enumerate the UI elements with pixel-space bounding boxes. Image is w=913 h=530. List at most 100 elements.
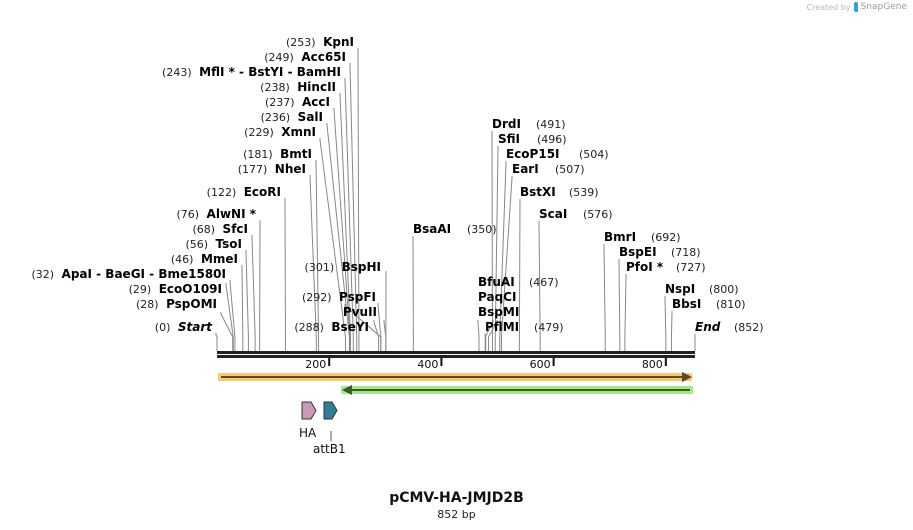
enzyme-label-left[interactable]: (249) Acc65I	[264, 50, 346, 64]
enzyme-label-mid[interactable]: PvuII	[343, 305, 377, 319]
leader-line	[538, 221, 541, 351]
enzyme-position: (852)	[734, 321, 764, 334]
enzyme-position: (350)	[467, 223, 497, 236]
enzyme-position: (576)	[583, 208, 613, 221]
leader-line	[618, 259, 621, 351]
sequence-backbone	[217, 351, 695, 358]
enzyme-position: (810)	[716, 298, 746, 311]
enzyme-label-right[interactable]: BfuAI	[478, 275, 515, 289]
snapgene-logo-icon	[853, 2, 858, 12]
enzyme-label-mid[interactable]: (292) PspFI	[302, 290, 376, 304]
enzyme-label-left[interactable]: (46) MmeI	[171, 252, 238, 266]
enzyme-label-right[interactable]: BbsI	[672, 297, 701, 311]
enzyme-position: (800)	[709, 283, 739, 296]
leader-line	[319, 138, 346, 351]
leader-line	[494, 146, 499, 351]
enzyme-label-right[interactable]: BspMI	[478, 305, 519, 319]
leader-line	[339, 93, 352, 351]
enzyme-label-right[interactable]: NspI	[665, 282, 695, 296]
enzyme-label-left[interactable]: (68) SfcI	[192, 222, 248, 236]
green-reverse-arrow[interactable]	[341, 385, 693, 395]
enzyme-labels: (253) KpnI(249) Acc65I(243) MflI * - Bst…	[31, 35, 763, 334]
backbone-top-strand	[217, 351, 695, 354]
leader-line	[664, 296, 667, 351]
leader-line	[484, 320, 494, 351]
leader-line	[499, 161, 507, 351]
leader-line	[383, 320, 387, 351]
leader-line	[333, 108, 351, 351]
enzyme-label-right[interactable]: EarI	[512, 162, 539, 176]
orange-forward-arrow[interactable]	[218, 372, 692, 382]
plasmid-title: pCMV-HA-JMJD2B	[389, 490, 524, 506]
credit-prefix: Created by	[806, 2, 851, 12]
leader-line	[225, 283, 234, 351]
enzyme-label-left[interactable]: (236) SalI	[261, 110, 323, 124]
enzyme-label-right[interactable]: End	[695, 320, 721, 334]
enzyme-position: (718)	[671, 246, 701, 259]
enzyme-label-mid[interactable]: (301) BspHI	[305, 260, 381, 274]
tick-label: 600	[530, 358, 551, 371]
enzyme-label-left[interactable]: (0) Start	[155, 320, 213, 334]
enzyme-label-right[interactable]: EcoP15I	[506, 147, 560, 161]
leader-line	[488, 320, 498, 351]
backbone-bottom-strand	[217, 355, 695, 358]
enzyme-position: (539)	[569, 186, 599, 199]
enzyme-label-right[interactable]: PflMI	[485, 320, 519, 334]
leader-line	[624, 274, 627, 351]
enzyme-label-right[interactable]: SfiI	[498, 132, 520, 146]
leader-line	[245, 250, 249, 351]
enzyme-label-right[interactable]: ScaI	[539, 207, 567, 221]
leader-line	[315, 160, 320, 351]
enzyme-label-left[interactable]: (229) XmnI	[244, 125, 316, 139]
leader-line	[326, 123, 350, 351]
feature-attb1[interactable]: attB1	[313, 401, 346, 456]
enzyme-label-left[interactable]: (237) AccI	[265, 95, 330, 109]
tick-label: 800	[642, 358, 663, 371]
ha-label: HA	[299, 426, 317, 440]
enzyme-label-left[interactable]: (28) PspOMI	[136, 297, 217, 311]
enzyme-label-right[interactable]: BstXI	[520, 185, 556, 199]
leader-line	[241, 265, 244, 351]
enzyme-label-right[interactable]: PfoI *	[626, 260, 664, 274]
ruler-ticks: 200 400 600 800	[305, 358, 667, 371]
leader-line	[357, 48, 360, 351]
enzyme-position: (504)	[579, 148, 609, 161]
leader-line	[603, 244, 606, 351]
enzyme-label-left[interactable]: (56) TsoI	[185, 237, 242, 251]
snapgene-credit: Created by SnapGene	[807, 2, 907, 12]
leader-line	[500, 176, 513, 351]
enzyme-leader-lines	[215, 48, 696, 351]
ha-arrow-icon	[301, 401, 317, 420]
enzyme-label-left[interactable]: (253) KpnI	[286, 35, 354, 49]
enzyme-label-mid[interactable]: (288) BseYI	[294, 320, 369, 334]
leader-line	[215, 333, 218, 351]
enzyme-position: (467)	[529, 276, 559, 289]
leader-line	[229, 280, 236, 351]
enzyme-label-left[interactable]: (177) NheI	[238, 162, 306, 176]
enzyme-label-left[interactable]: (29) EcoO109I	[129, 282, 222, 296]
enzyme-label-left[interactable]: (122) EcoRI	[207, 185, 281, 199]
attb1-arrow-icon	[323, 401, 338, 420]
leader-line	[309, 175, 317, 351]
enzyme-label-left[interactable]: (243) MflI * - BstYI - BamHI	[162, 65, 341, 79]
leader-line	[220, 312, 234, 351]
enzyme-label-left[interactable]: (238) HincII	[260, 80, 336, 94]
enzyme-label-right[interactable]: BsaAI	[413, 222, 451, 236]
leader-line	[477, 320, 480, 351]
feature-ha[interactable]: HA	[299, 401, 317, 440]
leader-line	[349, 63, 358, 351]
leader-line	[518, 199, 521, 351]
enzyme-position: (727)	[676, 261, 706, 274]
attb1-label: attB1	[313, 442, 346, 456]
enzyme-label-right[interactable]: BspEI	[619, 245, 657, 259]
enzyme-label-right[interactable]: PaqCI	[478, 290, 516, 304]
enzyme-position: (507)	[555, 163, 585, 176]
enzyme-label-left[interactable]: (76) AlwNI *	[176, 207, 256, 221]
tick-label: 400	[417, 358, 438, 371]
enzyme-label-right[interactable]: BmrI	[604, 230, 636, 244]
enzyme-label-right[interactable]: DrdI	[492, 117, 521, 131]
leader-line	[344, 78, 354, 351]
enzyme-label-left[interactable]: (32) ApaI - BaeGI - Bme1580I	[31, 267, 226, 281]
enzyme-label-left[interactable]: (181) BmtI	[243, 147, 312, 161]
